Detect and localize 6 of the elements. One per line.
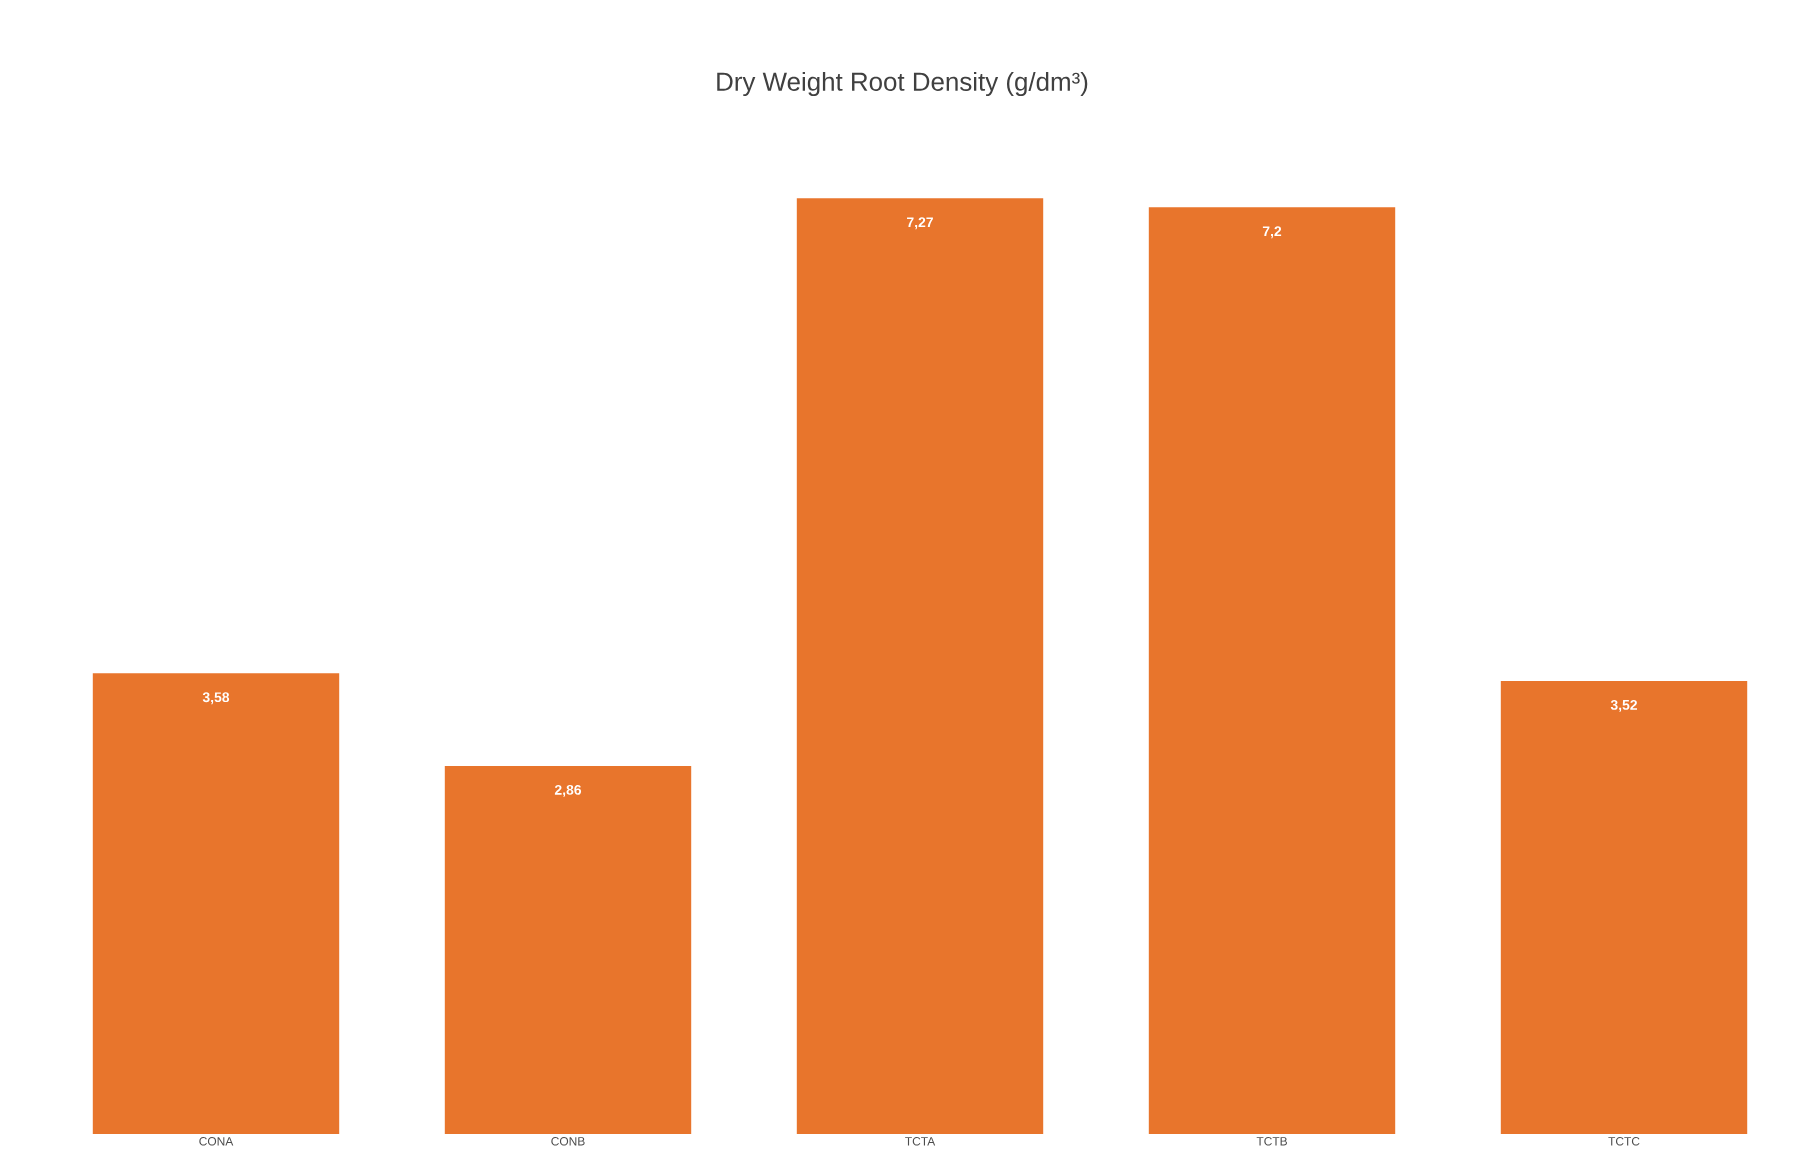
bar <box>796 198 1044 1134</box>
bar <box>1500 680 1748 1134</box>
bar <box>92 673 340 1134</box>
chart-title: Dry Weight Root Density (g/dm³) <box>717 71 1088 97</box>
bar <box>1148 207 1396 1134</box>
bar <box>444 765 692 1134</box>
